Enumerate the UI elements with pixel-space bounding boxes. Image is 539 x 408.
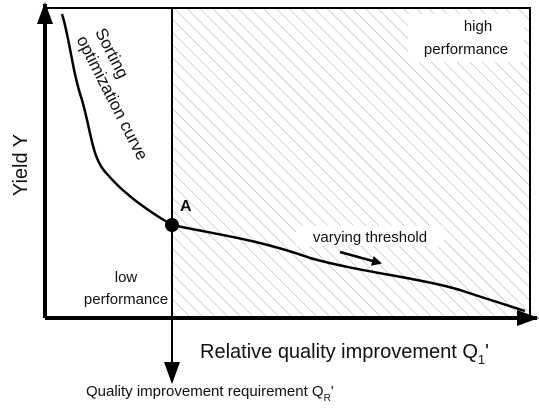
curve	[60, 13, 526, 313]
x-label-text: Relative quality improvement Q	[200, 341, 478, 363]
high-label: high	[464, 18, 492, 35]
threshold-label: varying threshold	[313, 229, 427, 246]
frame	[45, 7, 531, 318]
low-label-bg	[86, 262, 166, 310]
x-label-sub: 1	[478, 352, 485, 367]
low-label: performance	[84, 291, 168, 308]
curve-label: Sorting optimization curve	[73, 25, 152, 163]
point-label: A	[180, 198, 192, 215]
high-label-bg	[408, 14, 524, 62]
x-axis-label: Relative quality improvement Q1'	[200, 341, 489, 367]
high-label: performance	[424, 41, 508, 58]
threshold-arrow	[339, 250, 382, 266]
threshold-label-bg	[296, 226, 444, 246]
req-label-text: Quality improvement requirement Q	[86, 383, 324, 400]
req-label-suffix: '	[331, 383, 334, 400]
requirement-label: Quality improvement requirement QR'	[86, 383, 334, 404]
point-a	[165, 218, 179, 232]
req-label-sub: R	[324, 393, 331, 404]
y-axis-label: Yield Y	[10, 134, 32, 196]
x-label-suffix: '	[485, 341, 489, 363]
low-label: low	[115, 269, 138, 286]
